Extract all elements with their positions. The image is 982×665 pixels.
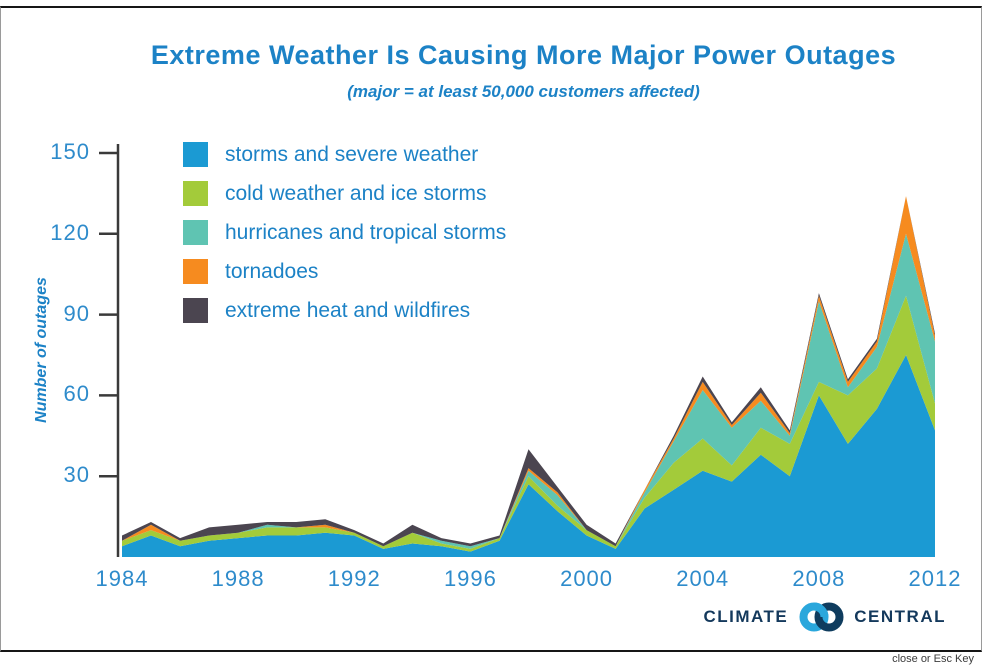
chart-title: Extreme Weather Is Causing More Major Po… bbox=[150, 40, 897, 70]
legend-item-cold-weather-and-ice-storms: cold weather and ice storms bbox=[183, 181, 506, 206]
legend-label: tornadoes bbox=[225, 259, 319, 283]
y-axis-label: Number of outages bbox=[33, 277, 50, 423]
brand-central: CENTRAL bbox=[854, 607, 946, 626]
legend-item-extreme-heat-and-wildfires: extreme heat and wildfires bbox=[183, 298, 506, 323]
legend-label: storms and severe weather bbox=[225, 142, 479, 166]
legend-swatch bbox=[183, 220, 208, 245]
legend-item-hurricanes-and-tropical-storms: hurricanes and tropical storms bbox=[183, 220, 506, 245]
legend-label: extreme heat and wildfires bbox=[225, 298, 471, 322]
legend-swatch bbox=[183, 181, 208, 206]
brand-climate: CLIMATE bbox=[703, 607, 789, 626]
legend-label: hurricanes and tropical storms bbox=[225, 220, 507, 244]
logo-rings-icon bbox=[799, 602, 844, 632]
climate-central-logo: CLIMATE CENTRAL bbox=[703, 600, 946, 634]
legend-item-tornadoes: tornadoes bbox=[183, 259, 506, 284]
legend-swatch bbox=[183, 142, 208, 167]
legend-item-storms-and-severe-weather: storms and severe weather bbox=[183, 142, 506, 167]
chart-legend: storms and severe weather cold weather an… bbox=[183, 142, 506, 337]
chart-subtitle: (major = at least 50,000 customers affec… bbox=[347, 82, 700, 101]
legend-label: cold weather and ice storms bbox=[225, 181, 487, 205]
legend-swatch bbox=[183, 259, 208, 284]
legend-swatch bbox=[183, 298, 208, 323]
close-hint[interactable]: close or Esc Key bbox=[892, 653, 974, 665]
